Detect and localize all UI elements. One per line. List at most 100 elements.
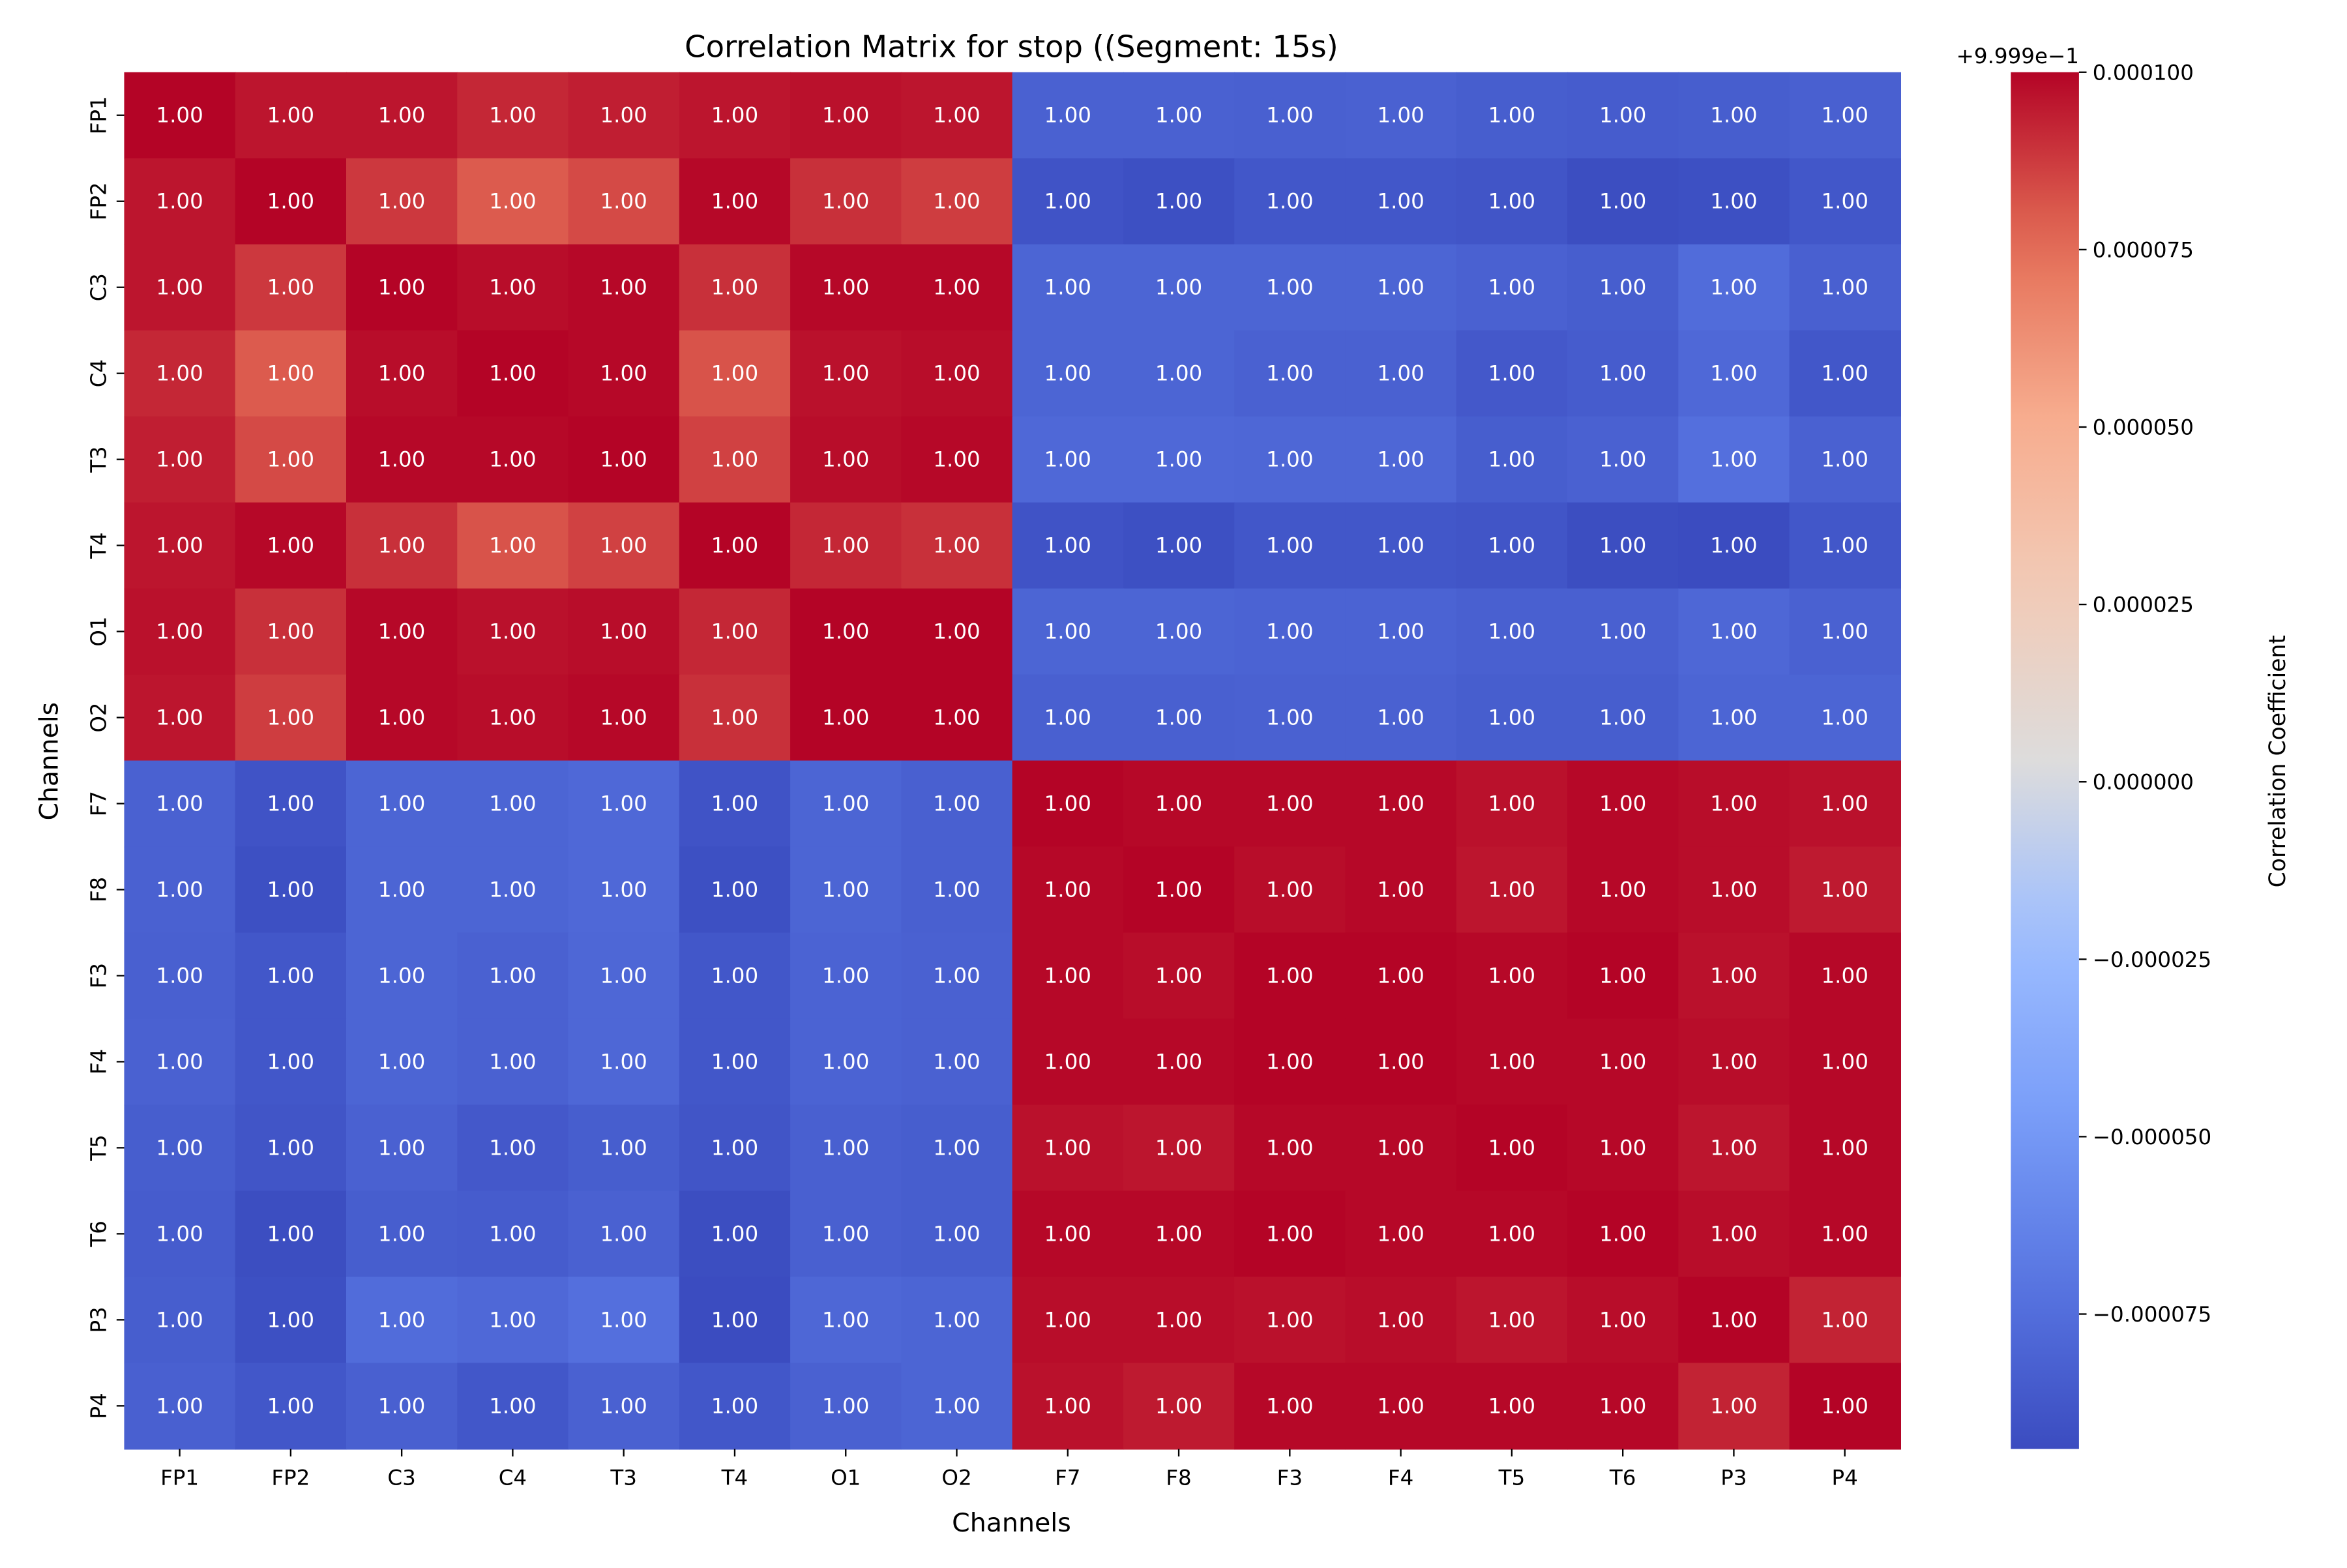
cell-annotation: 1.00 — [1488, 361, 1535, 386]
heatmap-cell — [568, 72, 680, 159]
cell-annotation: 1.00 — [1599, 361, 1646, 386]
cell-annotation: 1.00 — [933, 1307, 980, 1332]
cell-annotation: 1.00 — [1155, 1307, 1202, 1332]
heatmap-cell — [457, 1018, 569, 1106]
cell-annotation: 1.00 — [1155, 189, 1202, 214]
cell-annotation: 1.00 — [1155, 103, 1202, 128]
y-tick-label: P3 — [86, 1307, 111, 1333]
heatmap-cell — [1456, 1018, 1569, 1106]
cell-annotation: 1.00 — [1822, 791, 1868, 816]
cell-annotation: 1.00 — [1044, 189, 1091, 214]
heatmap-cell — [1456, 1104, 1569, 1192]
cell-annotation: 1.00 — [1822, 189, 1868, 214]
heatmap-cell — [1456, 846, 1569, 934]
cell-annotation: 1.00 — [1822, 275, 1868, 300]
heatmap-cell — [235, 244, 347, 331]
cell-annotation: 1.00 — [1822, 1221, 1868, 1246]
heatmap-cell — [1234, 1277, 1346, 1364]
colorbar-tick-label: 0.000000 — [2093, 770, 2194, 795]
heatmap-cell — [901, 1191, 1013, 1278]
heatmap-cell — [346, 416, 458, 503]
heatmap-cell — [124, 1363, 236, 1450]
cell-annotation: 1.00 — [378, 1393, 425, 1418]
cell-annotation: 1.00 — [933, 447, 980, 472]
cell-annotation: 1.00 — [1377, 447, 1424, 472]
cell-annotation: 1.00 — [1822, 964, 1868, 988]
heatmap-cell — [1567, 1277, 1679, 1364]
heatmap-cell — [124, 1277, 236, 1364]
heatmap-cell — [1012, 1191, 1125, 1278]
cell-annotation: 1.00 — [600, 1393, 647, 1418]
heatmap-cell — [1345, 330, 1457, 417]
heatmap-cell — [1567, 588, 1679, 675]
cell-annotation: 1.00 — [1488, 103, 1535, 128]
cell-annotation: 1.00 — [378, 447, 425, 472]
cell-annotation: 1.00 — [1044, 705, 1091, 730]
cell-annotation: 1.00 — [1488, 1393, 1535, 1418]
heatmap-cell — [457, 416, 569, 503]
heatmap-cell — [568, 588, 680, 675]
heatmap-cell — [1012, 1018, 1125, 1106]
cell-annotation: 1.00 — [489, 1221, 536, 1246]
heatmap-cell — [1123, 1104, 1235, 1192]
cell-annotation: 1.00 — [489, 1049, 536, 1074]
heatmap-cell — [790, 846, 902, 934]
heatmap-cell — [1234, 72, 1346, 159]
heatmap-cell — [124, 760, 236, 848]
cell-annotation: 1.00 — [489, 1393, 536, 1418]
x-tick-label: F3 — [1277, 1466, 1303, 1490]
heatmap-cell — [457, 846, 569, 934]
cell-annotation: 1.00 — [933, 1049, 980, 1074]
cell-annotation: 1.00 — [1710, 189, 1757, 214]
cell-annotation: 1.00 — [822, 878, 869, 902]
heatmap-cell — [1345, 932, 1457, 1020]
cell-annotation: 1.00 — [1710, 1049, 1757, 1074]
heatmap-cell — [568, 416, 680, 503]
heatmap-cell — [1456, 1277, 1569, 1364]
heatmap-cell — [124, 502, 236, 589]
cell-annotation: 1.00 — [1377, 878, 1424, 902]
heatmap-cell — [1234, 416, 1346, 503]
cell-annotation: 1.00 — [1488, 1221, 1535, 1246]
cell-annotation: 1.00 — [1266, 189, 1313, 214]
cell-annotation: 1.00 — [1599, 1307, 1646, 1332]
heatmap-cell — [1234, 1191, 1346, 1278]
cell-annotation: 1.00 — [156, 447, 203, 472]
cell-annotation: 1.00 — [267, 1221, 314, 1246]
heatmap-cell — [1012, 330, 1125, 417]
heatmap-cell — [235, 1191, 347, 1278]
heatmap-cell — [1345, 416, 1457, 503]
cell-annotation: 1.00 — [1266, 964, 1313, 988]
heatmap-cell — [1123, 158, 1235, 245]
cell-annotation: 1.00 — [378, 705, 425, 730]
heatmap-cell — [901, 1363, 1013, 1450]
cell-annotation: 1.00 — [711, 447, 758, 472]
cell-annotation: 1.00 — [1266, 447, 1313, 472]
cell-annotation: 1.00 — [489, 705, 536, 730]
heatmap-cell — [1567, 244, 1679, 331]
heatmap-cell — [1567, 674, 1679, 762]
cell-annotation: 1.00 — [1377, 619, 1424, 644]
heatmap-cell — [1678, 244, 1790, 331]
cell-annotation: 1.00 — [489, 275, 536, 300]
cell-annotation: 1.00 — [1155, 1135, 1202, 1160]
cell-annotation: 1.00 — [1822, 533, 1868, 558]
heatmap-cell — [1678, 1018, 1790, 1106]
cell-annotation: 1.00 — [1155, 447, 1202, 472]
heatmap-cell — [1123, 330, 1235, 417]
y-tick-label: O2 — [86, 703, 111, 733]
heatmap-cell — [1012, 1277, 1125, 1364]
heatmap-cell — [790, 158, 902, 245]
y-tick-label: T6 — [86, 1220, 111, 1247]
cell-annotation: 1.00 — [1155, 361, 1202, 386]
cell-annotation: 1.00 — [378, 964, 425, 988]
x-tick-label: FP1 — [160, 1466, 199, 1490]
cell-annotation: 1.00 — [822, 1393, 869, 1418]
heatmap-cell — [1123, 932, 1235, 1020]
cell-annotation: 1.00 — [378, 1049, 425, 1074]
y-tick-label: T3 — [86, 446, 111, 473]
heatmap-cell — [901, 1018, 1013, 1106]
heatmap-cell — [679, 1104, 791, 1192]
cell-annotation: 1.00 — [1710, 619, 1757, 644]
heatmap-cell — [124, 72, 236, 159]
